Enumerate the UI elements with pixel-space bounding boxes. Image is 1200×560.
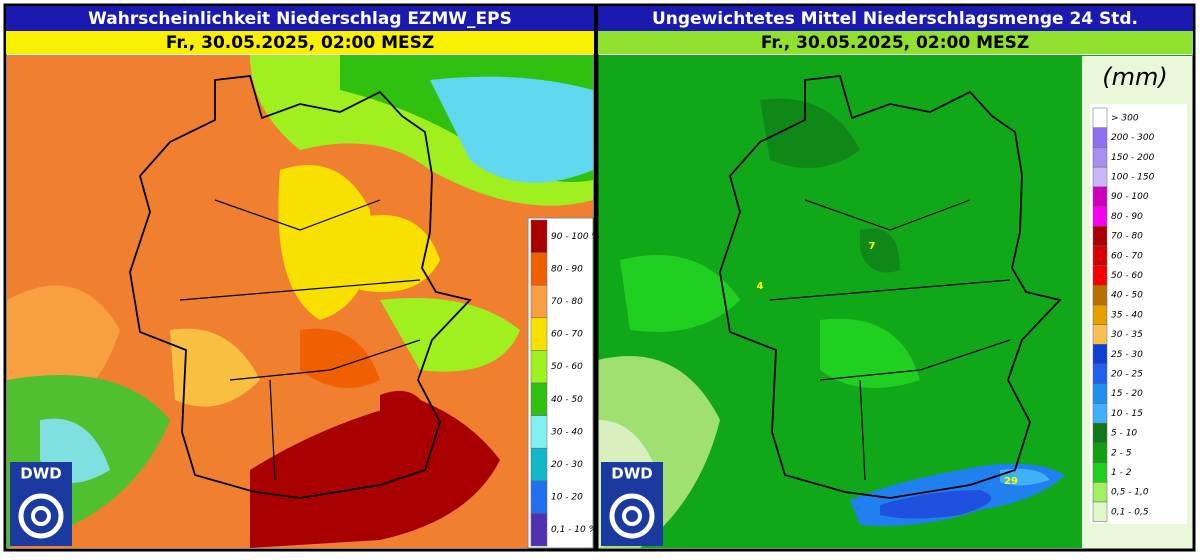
legend-label: 80 - 90 bbox=[551, 264, 583, 274]
date-bar bbox=[6, 31, 594, 54]
logo: DWD bbox=[601, 462, 663, 546]
legend-swatch bbox=[1092, 422, 1108, 444]
legend-label: 90 - 100 % bbox=[551, 232, 600, 242]
legend-swatch bbox=[1092, 403, 1108, 424]
legend-swatch bbox=[1092, 285, 1108, 306]
legend-label: 20 - 25 bbox=[1111, 369, 1143, 379]
legend-label: 70 - 80 bbox=[1111, 232, 1143, 242]
legend-label: 0,5 - 1,0 bbox=[1111, 488, 1149, 498]
legend-label: 25 - 30 bbox=[1111, 350, 1143, 360]
logo-text: DWD bbox=[611, 465, 652, 483]
legend-swatch bbox=[1092, 324, 1108, 345]
legend-label: 10 - 20 bbox=[551, 493, 583, 503]
panel-date: Fr., 30.05.2025, 02:00 MESZ bbox=[166, 33, 434, 53]
legend-swatch bbox=[530, 415, 548, 449]
legend-swatch bbox=[1092, 482, 1108, 503]
legend-label: 200 - 300 bbox=[1111, 133, 1155, 143]
date-bar bbox=[598, 31, 1193, 54]
legend-swatch bbox=[1092, 107, 1108, 128]
legend-label: 40 - 50 bbox=[1111, 291, 1143, 301]
legend-swatch bbox=[530, 480, 548, 514]
legend-swatch bbox=[530, 382, 548, 416]
legend-label: 0,1 - 0,5 bbox=[1111, 507, 1149, 517]
legend-label: 50 - 60 bbox=[551, 362, 583, 372]
legend-swatch bbox=[1092, 186, 1108, 207]
panel-title: Ungewichtetes Mittel Niederschlagsmenge … bbox=[652, 9, 1138, 29]
legend-label: 30 - 35 bbox=[1111, 330, 1143, 340]
map-label: 29 bbox=[1004, 476, 1018, 487]
legend-swatch bbox=[530, 350, 548, 384]
legend-label: 35 - 40 bbox=[1111, 310, 1143, 320]
legend-label: 150 - 200 bbox=[1111, 153, 1155, 163]
title-bar bbox=[598, 6, 1193, 31]
legend-swatch bbox=[1092, 147, 1108, 168]
map-label: 7 bbox=[869, 241, 876, 252]
legend-label: 60 - 70 bbox=[1111, 251, 1143, 261]
logo: DWD bbox=[10, 462, 72, 546]
left-map bbox=[7, 55, 593, 548]
panel-title: Wahrscheinlichkeit Niederschlag EZMW_EPS bbox=[88, 9, 512, 29]
legend-swatch bbox=[1092, 166, 1108, 188]
legend-label: 40 - 50 bbox=[551, 395, 583, 405]
legend-label: 1 - 2 bbox=[1111, 468, 1132, 478]
legend-label: 10 - 15 bbox=[1111, 409, 1143, 419]
legend-label: 50 - 60 bbox=[1111, 271, 1143, 281]
legend-unit: (mm) bbox=[1102, 63, 1167, 91]
legend-swatch bbox=[1092, 225, 1108, 247]
legend-swatch bbox=[1092, 304, 1108, 325]
legend-label: 100 - 150 bbox=[1111, 172, 1155, 182]
legend-swatch bbox=[1092, 245, 1108, 266]
legend-swatch bbox=[1092, 462, 1108, 483]
legend-label: 0,1 - 10 % bbox=[551, 525, 597, 535]
legend-swatch bbox=[1092, 265, 1108, 286]
legend-swatch bbox=[530, 284, 548, 319]
legend-swatch bbox=[1092, 442, 1108, 463]
legend-swatch bbox=[530, 317, 548, 351]
legend-swatch bbox=[1092, 344, 1108, 365]
legend-swatch bbox=[530, 447, 548, 482]
legend-label: 90 - 100 bbox=[1111, 192, 1149, 202]
legend-label: 80 - 90 bbox=[1111, 212, 1143, 222]
legend-swatch bbox=[530, 513, 548, 547]
legend-swatch bbox=[1092, 206, 1108, 227]
legend-swatch bbox=[1092, 127, 1108, 148]
legend-label: 60 - 70 bbox=[551, 330, 583, 340]
legend-label: 2 - 5 bbox=[1111, 448, 1132, 458]
legend-swatch bbox=[1092, 363, 1108, 385]
legend-label: 30 - 40 bbox=[551, 427, 583, 437]
legend-label: 70 - 80 bbox=[551, 297, 583, 307]
legend-label: > 300 bbox=[1111, 113, 1139, 123]
legend-label: 15 - 20 bbox=[1111, 389, 1143, 399]
logo-text: DWD bbox=[20, 465, 61, 483]
title-bar bbox=[6, 6, 594, 31]
legend-swatch bbox=[530, 252, 548, 286]
legend-label: 5 - 10 bbox=[1111, 429, 1137, 439]
legend-swatch bbox=[530, 219, 548, 253]
legend-label: 20 - 30 bbox=[551, 460, 583, 470]
panel-date: Fr., 30.05.2025, 02:00 MESZ bbox=[761, 33, 1029, 53]
map-label: 4 bbox=[757, 281, 764, 292]
legend-swatch bbox=[1092, 501, 1108, 522]
legend-swatch bbox=[1092, 383, 1108, 404]
